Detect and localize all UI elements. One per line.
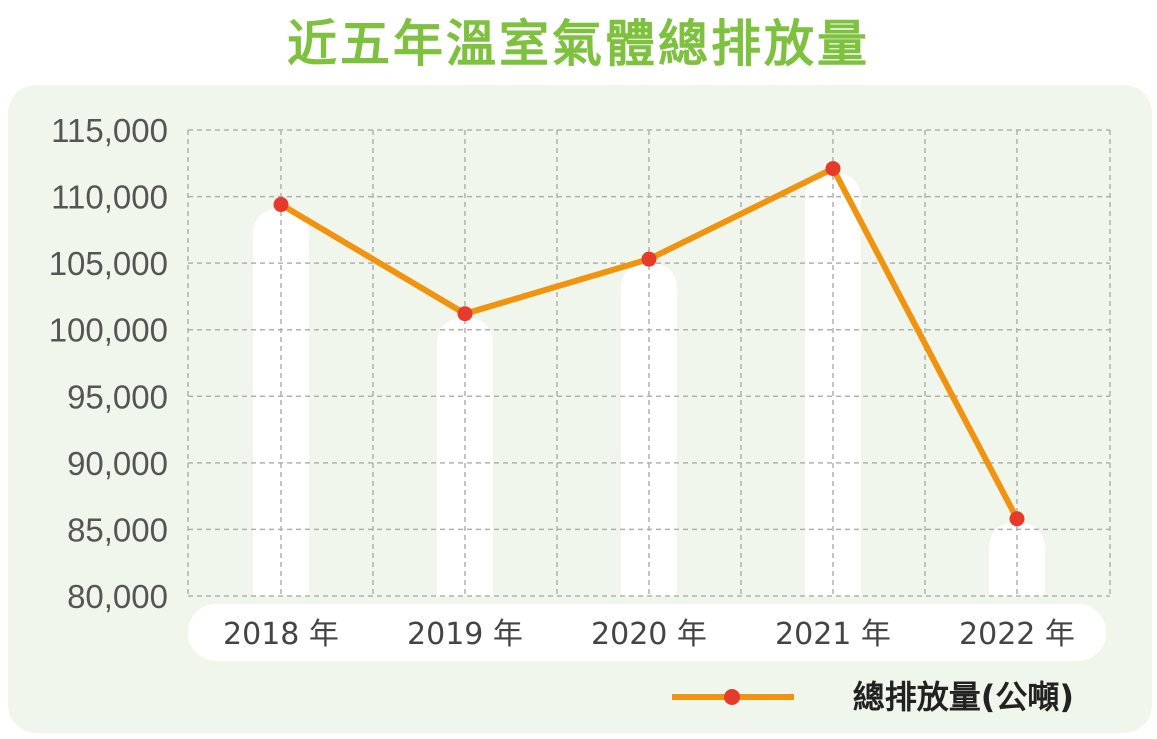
y-axis-ticks: 80,000 85,000 90,000 95,000 100,000 105,000 11… — [49, 112, 168, 615]
x-axis-ticks: 2018 年 2019 年 2020 年 2021 年 2022 年 — [223, 617, 1075, 652]
data-point — [457, 306, 473, 322]
y-tick-label: 95,000 — [67, 378, 168, 415]
x-tick-label: 2021 年 — [775, 617, 891, 652]
x-tick-label: 2022 年 — [959, 617, 1075, 652]
x-tick-label: 2020 年 — [591, 617, 707, 652]
legend-marker — [724, 689, 740, 705]
grid-lines — [187, 129, 1111, 597]
y-tick-label: 105,000 — [49, 245, 168, 282]
y-tick-label: 110,000 — [51, 179, 168, 216]
x-tick-label: 2018 年 — [223, 617, 339, 652]
y-tick-label: 90,000 — [67, 445, 168, 482]
y-tick-label: 100,000 — [49, 312, 168, 349]
data-point — [1009, 511, 1025, 527]
y-tick-label: 80,000 — [67, 578, 168, 615]
chart-title: 近五年溫室氣體總排放量 — [287, 15, 870, 73]
legend: 總排放量(公噸) — [672, 678, 1074, 716]
background-bar — [989, 522, 1045, 596]
y-tick-label: 85,000 — [67, 511, 168, 548]
data-point — [825, 161, 841, 177]
data-point — [273, 197, 289, 213]
y-tick-label: 115,000 — [51, 112, 168, 149]
x-tick-label: 2019 年 — [407, 617, 523, 652]
data-point — [641, 251, 657, 267]
x-axis-band — [188, 604, 1106, 661]
legend-label: 總排放量(公噸) — [853, 678, 1074, 716]
data-points — [273, 161, 1025, 527]
